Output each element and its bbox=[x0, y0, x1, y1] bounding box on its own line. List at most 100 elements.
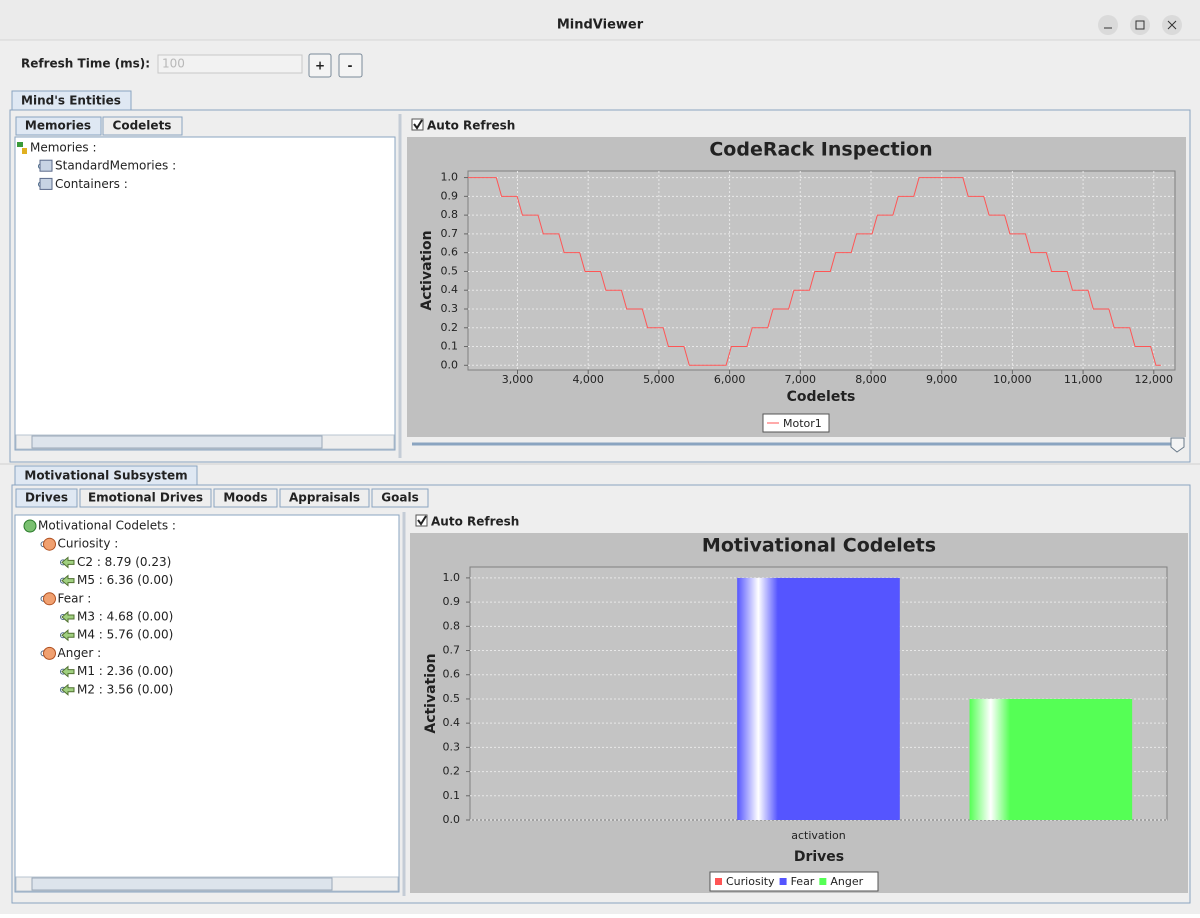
plot-area bbox=[467, 170, 1176, 371]
legend-label: Motor1 bbox=[783, 417, 822, 430]
x-axis-label: Codelets bbox=[787, 389, 856, 405]
legend-label: Fear bbox=[791, 875, 815, 888]
y-tick-label: 0.2 bbox=[443, 765, 461, 778]
chart-title: Motivational Codelets bbox=[702, 535, 936, 557]
drives-tree-box bbox=[14, 514, 400, 893]
drive-tab-label: Emotional Drives bbox=[88, 491, 203, 505]
x-tick-label: 5,000 bbox=[643, 373, 675, 386]
h-scrollbar bbox=[15, 434, 395, 450]
y-tick-label: 0.1 bbox=[443, 789, 461, 802]
x-tick-label: 7,000 bbox=[785, 373, 817, 386]
tree-node[interactable]: StandardMemories : bbox=[55, 159, 176, 173]
line-series bbox=[468, 177, 1161, 366]
tree-node[interactable]: Memories : bbox=[30, 141, 97, 155]
y-tick-label: 0.6 bbox=[441, 246, 459, 259]
drive-tab[interactable] bbox=[371, 488, 429, 508]
motivational-tab-label: Motivational Subsystem bbox=[24, 469, 187, 483]
y-axis-label: Activation bbox=[423, 653, 439, 733]
drive-tab-label: Goals bbox=[381, 491, 418, 505]
y-tick-label: 0.4 bbox=[443, 716, 461, 729]
tree-icon bbox=[43, 646, 56, 660]
drive-tab[interactable] bbox=[79, 488, 212, 508]
h-scrollbar bbox=[15, 876, 399, 892]
legend-swatch bbox=[779, 878, 787, 885]
y-tick-label: 0.3 bbox=[443, 740, 461, 753]
tree-icon bbox=[17, 142, 23, 147]
tree-node[interactable]: M5 : 6.36 (0.00) bbox=[77, 573, 173, 587]
tree-icon bbox=[22, 148, 27, 154]
minimize-button[interactable] bbox=[1098, 15, 1118, 35]
tree-node[interactable]: Curiosity : bbox=[58, 537, 119, 551]
tree-node[interactable]: Motivational Codelets : bbox=[38, 519, 176, 533]
slider-thumb[interactable] bbox=[1170, 437, 1185, 453]
scroll-thumb[interactable] bbox=[31, 435, 323, 449]
drive-tab-label: Moods bbox=[223, 491, 267, 505]
y-tick-label: 0.0 bbox=[443, 813, 461, 826]
plus-label: + bbox=[315, 59, 325, 73]
tree-icon bbox=[39, 177, 53, 190]
legend-label: Curiosity bbox=[726, 875, 775, 888]
tree-icon bbox=[61, 629, 75, 642]
entities-tab-label: Mind's Entities bbox=[21, 94, 121, 108]
y-tick-label: 0.2 bbox=[441, 321, 459, 334]
refresh-label: Refresh Time (ms): bbox=[21, 57, 150, 71]
memories-tree-box bbox=[14, 136, 396, 451]
legend-label: Anger bbox=[830, 875, 863, 888]
y-tick-label: 0.4 bbox=[441, 283, 459, 296]
drive-tab[interactable] bbox=[15, 488, 78, 508]
window-controls bbox=[1098, 15, 1182, 35]
x-tick-label: 12,000 bbox=[1135, 373, 1174, 386]
refresh-value: 100 bbox=[162, 57, 185, 71]
codelets-tab-label: Codelets bbox=[113, 119, 172, 133]
plus-button[interactable] bbox=[308, 53, 332, 78]
tree-node[interactable]: M2 : 3.56 (0.00) bbox=[77, 682, 173, 696]
tree-node[interactable]: Anger : bbox=[58, 646, 102, 660]
legend bbox=[762, 413, 830, 433]
legend-swatch bbox=[715, 878, 722, 885]
tree-icon bbox=[61, 683, 75, 696]
codelets-tab[interactable] bbox=[102, 116, 183, 136]
maximize-icon bbox=[1135, 20, 1145, 30]
y-tick-label: 0.3 bbox=[441, 302, 459, 315]
tree-node[interactable]: Containers : bbox=[55, 177, 128, 191]
refresh-input[interactable] bbox=[157, 54, 303, 74]
tree-node[interactable]: M1 : 2.36 (0.00) bbox=[77, 664, 173, 678]
tree-icon bbox=[43, 592, 56, 606]
y-tick-label: 0.6 bbox=[443, 668, 461, 681]
window-title: MindViewer bbox=[557, 18, 644, 33]
tree-node[interactable]: Fear : bbox=[58, 591, 92, 605]
auto-refresh-checkbox[interactable] bbox=[411, 118, 424, 131]
x-tick-label: 4,000 bbox=[572, 373, 604, 386]
drive-tab[interactable] bbox=[213, 488, 278, 508]
legend-swatch bbox=[819, 878, 827, 885]
tree-node[interactable]: M4 : 5.76 (0.00) bbox=[77, 628, 173, 642]
y-tick-label: 1.0 bbox=[443, 571, 461, 584]
y-axis-label: Activation bbox=[419, 230, 435, 310]
tree-node[interactable]: M3 : 4.68 (0.00) bbox=[77, 610, 173, 624]
tree-icon bbox=[23, 519, 37, 533]
close-icon bbox=[1167, 20, 1177, 30]
tree-icon bbox=[39, 159, 53, 172]
auto-refresh-checkbox[interactable] bbox=[415, 514, 428, 527]
y-tick-label: 0.5 bbox=[443, 692, 461, 705]
auto-refresh-label: Auto Refresh bbox=[431, 515, 519, 529]
drive-tab[interactable] bbox=[279, 488, 370, 508]
tree-icon bbox=[61, 556, 75, 569]
maximize-button[interactable] bbox=[1130, 15, 1150, 35]
x-tick-label: 9,000 bbox=[926, 373, 958, 386]
y-tick-label: 0.8 bbox=[441, 208, 459, 221]
memories-tab-label: Memories bbox=[25, 119, 91, 133]
minus-button[interactable] bbox=[338, 53, 363, 78]
tree-icon bbox=[61, 574, 75, 587]
drive-tabs: Drives Emotional Drives Moods Appraisals Goa… bbox=[15, 488, 429, 508]
x-tick-label: 8,000 bbox=[855, 373, 887, 386]
check-mark bbox=[413, 119, 423, 130]
tree-icon bbox=[43, 537, 56, 551]
tree-icon bbox=[61, 665, 75, 678]
tree-node[interactable]: C2 : 8.79 (0.23) bbox=[77, 555, 171, 569]
drive-tab-label: Appraisals bbox=[289, 491, 360, 505]
scroll-thumb[interactable] bbox=[31, 877, 333, 891]
bar bbox=[737, 577, 900, 820]
memories-tab[interactable] bbox=[15, 116, 102, 136]
x-axis-label: Drives bbox=[794, 849, 844, 865]
